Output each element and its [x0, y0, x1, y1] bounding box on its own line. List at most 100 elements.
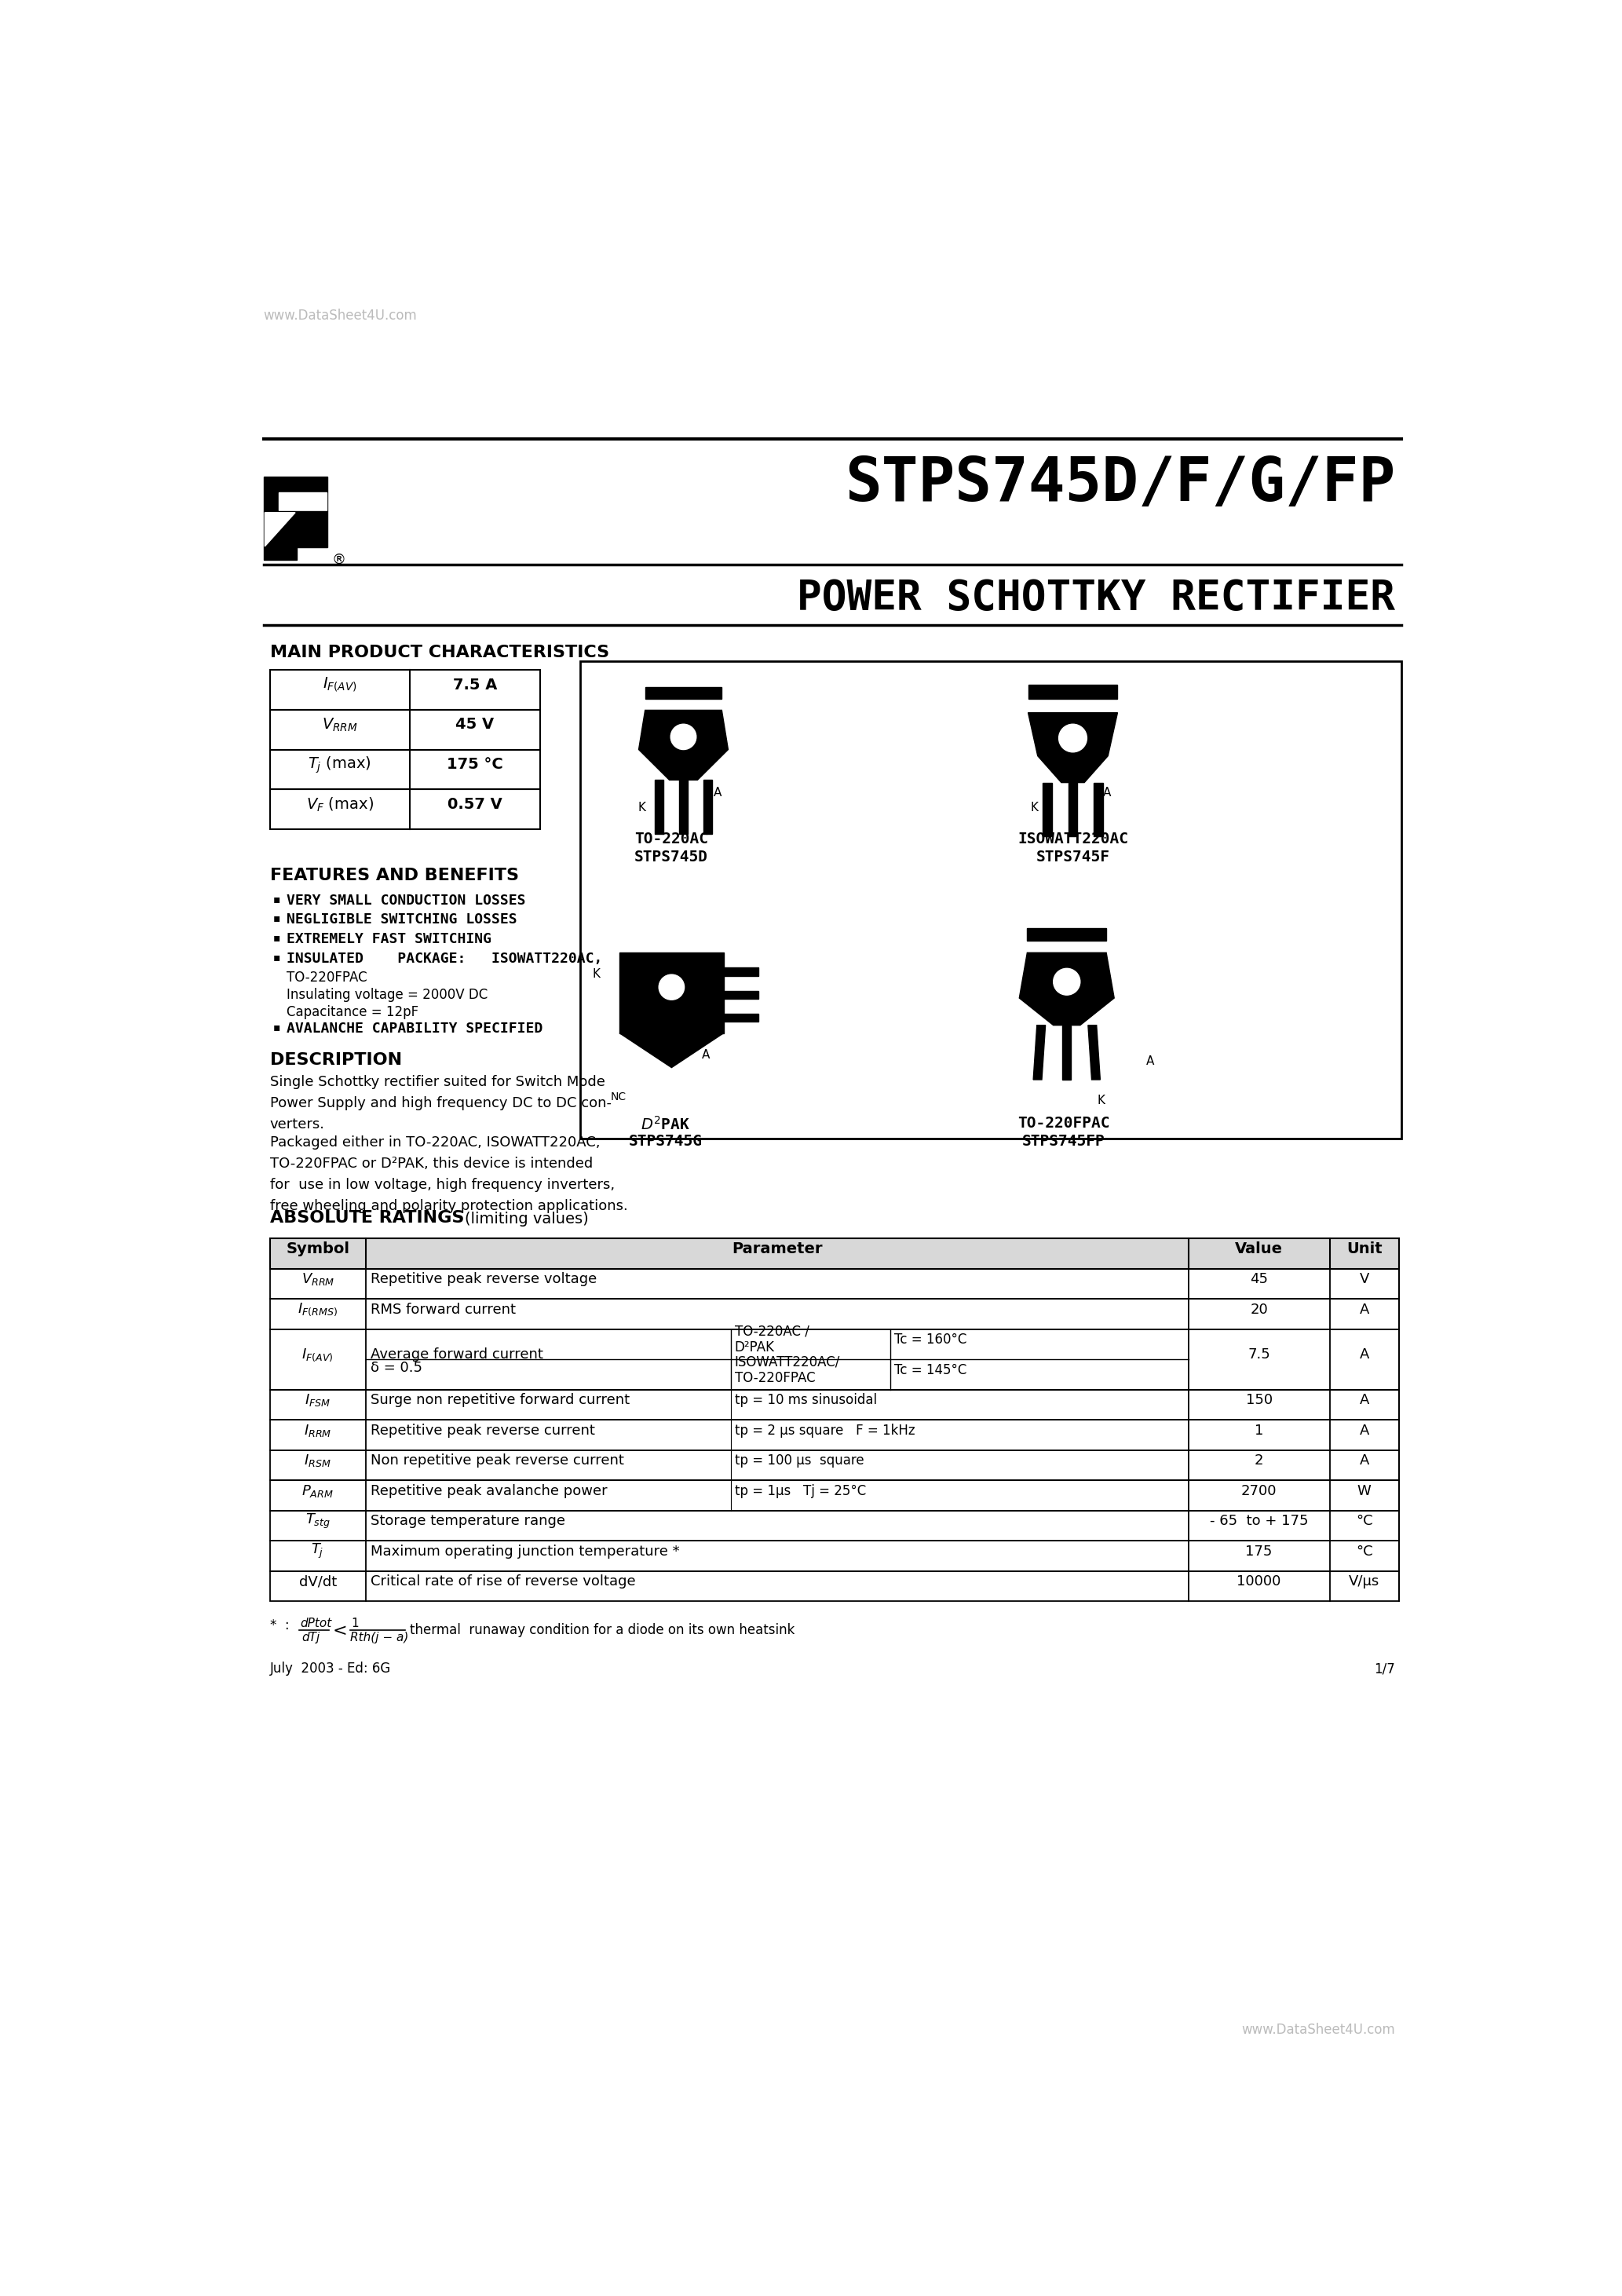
Bar — [581, 661, 1401, 1139]
Text: A: A — [1359, 1424, 1369, 1437]
Bar — [269, 670, 540, 709]
Text: K: K — [1096, 1095, 1105, 1107]
Text: 2700: 2700 — [1241, 1483, 1277, 1497]
Bar — [269, 1329, 1398, 1389]
Text: <: < — [333, 1623, 347, 1639]
Text: $T_j$ (max): $T_j$ (max) — [308, 755, 371, 774]
Text: ABSOLUTE RATINGS: ABSOLUTE RATINGS — [269, 1210, 464, 1226]
Text: Critical rate of rise of reverse voltage: Critical rate of rise of reverse voltage — [371, 1575, 636, 1589]
Bar — [655, 781, 663, 833]
Circle shape — [1053, 969, 1080, 994]
Text: 0.57 V: 0.57 V — [448, 797, 503, 813]
Text: K: K — [1030, 801, 1038, 813]
Text: $D^2$PAK: $D^2$PAK — [641, 1116, 689, 1134]
Text: °C: °C — [1356, 1513, 1372, 1529]
Polygon shape — [620, 1033, 723, 1068]
Bar — [269, 1511, 1398, 1541]
Bar — [269, 748, 540, 790]
Text: tp = 100 μs  square: tp = 100 μs square — [735, 1453, 865, 1467]
Text: A: A — [702, 1049, 710, 1061]
Circle shape — [659, 974, 684, 999]
Text: $V_{RRM}$: $V_{RRM}$ — [321, 716, 357, 732]
Bar — [269, 1389, 1398, 1419]
Text: Unit: Unit — [1346, 1242, 1382, 1256]
Text: www.DataSheet4U.com: www.DataSheet4U.com — [264, 308, 417, 324]
Text: K: K — [592, 969, 600, 980]
Polygon shape — [1088, 1026, 1100, 1079]
Text: DESCRIPTION: DESCRIPTION — [269, 1052, 402, 1068]
Bar — [1093, 783, 1103, 836]
Circle shape — [1059, 723, 1087, 753]
Bar — [269, 1570, 1398, 1603]
Text: POWER SCHOTTKY RECTIFIER: POWER SCHOTTKY RECTIFIER — [796, 579, 1395, 618]
Text: STPS745D/F/G/FP: STPS745D/F/G/FP — [845, 455, 1395, 514]
Text: TO-220AC /
D²PAK: TO-220AC / D²PAK — [735, 1325, 809, 1355]
Bar — [1028, 684, 1118, 698]
Text: 150: 150 — [1246, 1394, 1272, 1407]
Text: 7.5 A: 7.5 A — [453, 677, 498, 693]
Bar — [269, 1451, 1398, 1481]
Text: ▪: ▪ — [274, 914, 281, 923]
Text: dPtot: dPtot — [300, 1616, 333, 1628]
Text: (limiting values): (limiting values) — [464, 1212, 589, 1226]
Polygon shape — [1028, 712, 1118, 783]
Bar — [269, 1238, 1398, 1270]
Text: Tc = 145°C: Tc = 145°C — [894, 1364, 967, 1378]
Bar — [704, 781, 712, 833]
Text: FEATURES AND BENEFITS: FEATURES AND BENEFITS — [269, 868, 519, 884]
Text: A: A — [1359, 1453, 1369, 1467]
Text: 175 °C: 175 °C — [448, 758, 503, 771]
Text: $P_{ARM}$: $P_{ARM}$ — [302, 1483, 334, 1499]
Text: INSULATED    PACKAGE:   ISOWATT220AC,: INSULATED PACKAGE: ISOWATT220AC, — [287, 951, 603, 967]
Text: dTj: dTj — [302, 1632, 320, 1644]
Text: Rth(j − a): Rth(j − a) — [350, 1632, 409, 1644]
Text: 2: 2 — [1254, 1453, 1264, 1467]
Text: ®: ® — [333, 553, 345, 567]
Text: $I_{F(RMS)}$: $I_{F(RMS)}$ — [298, 1302, 337, 1318]
Text: - 65  to + 175: - 65 to + 175 — [1210, 1513, 1309, 1529]
Text: STPS745D: STPS745D — [634, 850, 709, 866]
Text: ▪: ▪ — [274, 893, 281, 905]
Text: Average forward current: Average forward current — [371, 1348, 543, 1362]
Bar — [1069, 783, 1077, 836]
Bar — [723, 990, 757, 999]
Text: Maximum operating junction temperature *: Maximum operating junction temperature * — [371, 1545, 680, 1559]
Text: A: A — [1359, 1394, 1369, 1407]
Text: TO-220FPAC: TO-220FPAC — [287, 971, 367, 985]
Text: ▪: ▪ — [274, 951, 281, 962]
Bar — [723, 1013, 757, 1022]
Text: Repetitive peak avalanche power: Repetitive peak avalanche power — [371, 1483, 608, 1497]
Polygon shape — [639, 709, 728, 781]
Text: NEGLIGIBLE SWITCHING LOSSES: NEGLIGIBLE SWITCHING LOSSES — [287, 914, 517, 928]
Text: K: K — [637, 801, 646, 813]
Text: $I_{RSM}$: $I_{RSM}$ — [305, 1453, 331, 1469]
Text: ▪: ▪ — [274, 932, 281, 944]
Text: $T_j$: $T_j$ — [311, 1543, 324, 1561]
Text: $I_{FSM}$: $I_{FSM}$ — [305, 1391, 331, 1407]
Bar — [269, 1481, 1398, 1511]
Text: 45: 45 — [1251, 1272, 1268, 1286]
Text: 1: 1 — [1254, 1424, 1264, 1437]
Bar — [269, 1300, 1398, 1329]
Bar — [269, 1270, 1398, 1300]
Text: www.DataSheet4U.com: www.DataSheet4U.com — [1241, 2023, 1395, 2037]
Text: *  :: * : — [269, 1619, 297, 1632]
Text: ISOWATT220AC: ISOWATT220AC — [1017, 831, 1129, 847]
Text: 1/7: 1/7 — [1374, 1662, 1395, 1676]
Text: TO-220AC: TO-220AC — [634, 831, 709, 847]
Text: 20: 20 — [1251, 1302, 1268, 1316]
Bar — [269, 709, 540, 748]
Bar — [1027, 928, 1106, 941]
Text: A: A — [1359, 1302, 1369, 1316]
Text: ▪: ▪ — [274, 1022, 281, 1033]
Text: tp = 1μs   Tj = 25°C: tp = 1μs Tj = 25°C — [735, 1483, 866, 1497]
Polygon shape — [1062, 1026, 1071, 1079]
Text: MAIN PRODUCT CHARACTERISTICS: MAIN PRODUCT CHARACTERISTICS — [269, 645, 608, 659]
Text: W: W — [1358, 1483, 1371, 1497]
Text: $I_{F(AV)}$: $I_{F(AV)}$ — [302, 1348, 334, 1364]
Text: Repetitive peak reverse current: Repetitive peak reverse current — [371, 1424, 595, 1437]
Text: A: A — [714, 788, 722, 799]
Text: V/μs: V/μs — [1350, 1575, 1380, 1589]
Text: Symbol: Symbol — [285, 1242, 350, 1256]
Bar — [264, 475, 328, 512]
